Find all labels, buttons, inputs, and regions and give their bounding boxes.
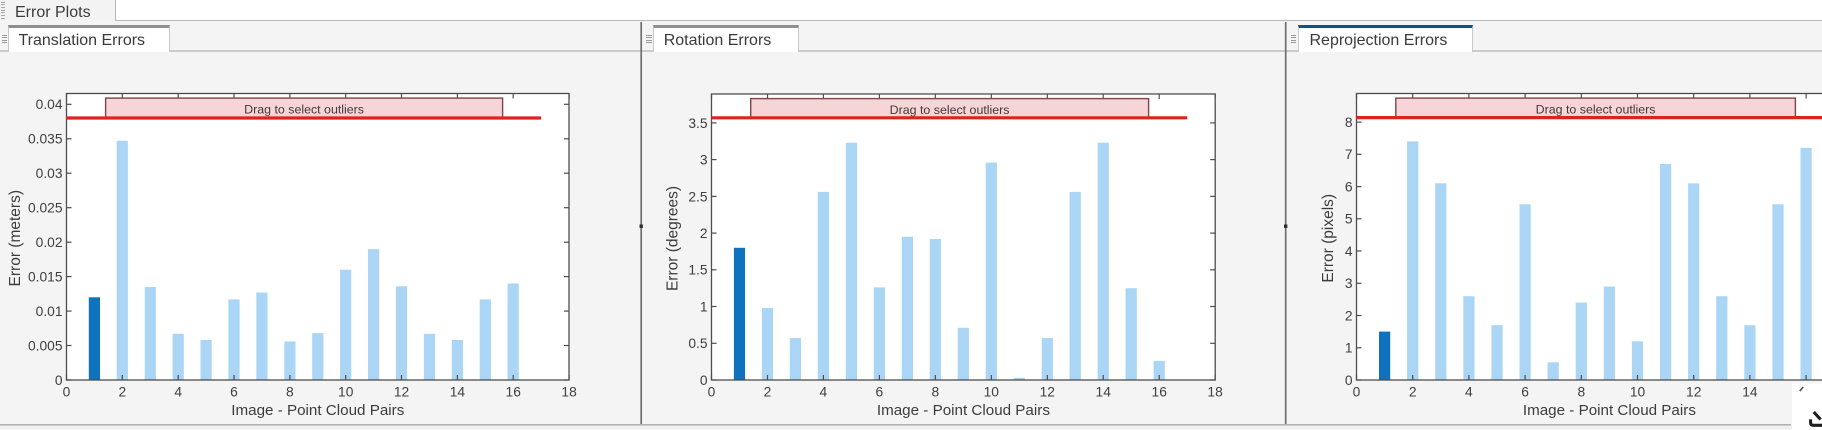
svg-text:4: 4 [820,385,828,400]
svg-text:3: 3 [1345,276,1353,291]
svg-text:8: 8 [1345,115,1353,130]
svg-text:0.025: 0.025 [28,201,63,216]
svg-text:Drag to select outliers: Drag to select outliers [244,102,364,116]
svg-text:6: 6 [876,385,884,400]
svg-text:3.5: 3.5 [688,116,708,131]
svg-text:2: 2 [764,385,772,400]
svg-text:1.5: 1.5 [688,263,708,278]
svg-text:12: 12 [1040,385,1055,400]
svg-text:Error (degrees): Error (degrees) [665,186,682,291]
svg-text:0.04: 0.04 [36,97,63,112]
svg-text:4: 4 [174,385,182,400]
svg-text:2: 2 [1409,385,1417,400]
svg-text:0: 0 [63,385,71,400]
svg-text:3: 3 [700,153,708,168]
svg-text:Image - Point Cloud Pairs: Image - Point Cloud Pairs [1523,402,1696,419]
svg-text:Error (pixels): Error (pixels) [1320,194,1337,283]
svg-text:Drag to select outliers: Drag to select outliers [890,103,1010,117]
svg-text:Drag to select outliers: Drag to select outliers [1536,102,1656,116]
svg-text:1: 1 [700,299,708,314]
svg-text:2: 2 [700,226,708,241]
svg-text:14: 14 [450,385,466,400]
svg-text:0: 0 [700,373,708,388]
svg-text:0.01: 0.01 [36,304,63,319]
svg-text:5: 5 [1345,212,1353,227]
svg-text:0: 0 [1345,373,1353,388]
svg-text:0.015: 0.015 [28,270,63,285]
svg-text:0: 0 [55,373,63,388]
svg-text:7: 7 [1345,147,1353,162]
svg-text:14: 14 [1096,385,1112,400]
svg-text:12: 12 [394,385,409,400]
svg-text:16: 16 [506,385,522,400]
svg-text:Error (meters): Error (meters) [7,190,24,286]
svg-text:12: 12 [1686,385,1701,400]
svg-text:10: 10 [338,385,354,400]
svg-text:6: 6 [230,385,238,400]
svg-text:4: 4 [1345,244,1353,259]
svg-text:0.02: 0.02 [36,235,63,250]
svg-text:0.035: 0.035 [28,132,63,147]
svg-text:4: 4 [1465,385,1473,400]
svg-text:8: 8 [286,385,294,400]
svg-text:14: 14 [1742,385,1758,400]
svg-text:0.5: 0.5 [688,336,708,351]
svg-text:Image - Point Cloud Pairs: Image - Point Cloud Pairs [231,402,404,419]
svg-text:2: 2 [118,385,126,400]
svg-text:0.03: 0.03 [36,166,63,181]
svg-text:8: 8 [1577,385,1585,400]
svg-text:0.005: 0.005 [28,338,63,353]
svg-text:18: 18 [561,385,577,400]
svg-text:0: 0 [1353,385,1361,400]
svg-text:16: 16 [1152,385,1168,400]
svg-text:18: 18 [1207,385,1223,400]
svg-text:10: 10 [984,385,1000,400]
svg-text:2.5: 2.5 [688,189,708,204]
svg-text:1: 1 [1345,341,1353,356]
svg-text:Image - Point Cloud Pairs: Image - Point Cloud Pairs [877,402,1050,419]
svg-text:2: 2 [1345,308,1353,323]
svg-text:0: 0 [708,385,716,400]
svg-text:8: 8 [931,385,939,400]
svg-text:6: 6 [1521,385,1529,400]
svg-text:10: 10 [1630,385,1646,400]
svg-text:6: 6 [1345,180,1353,195]
